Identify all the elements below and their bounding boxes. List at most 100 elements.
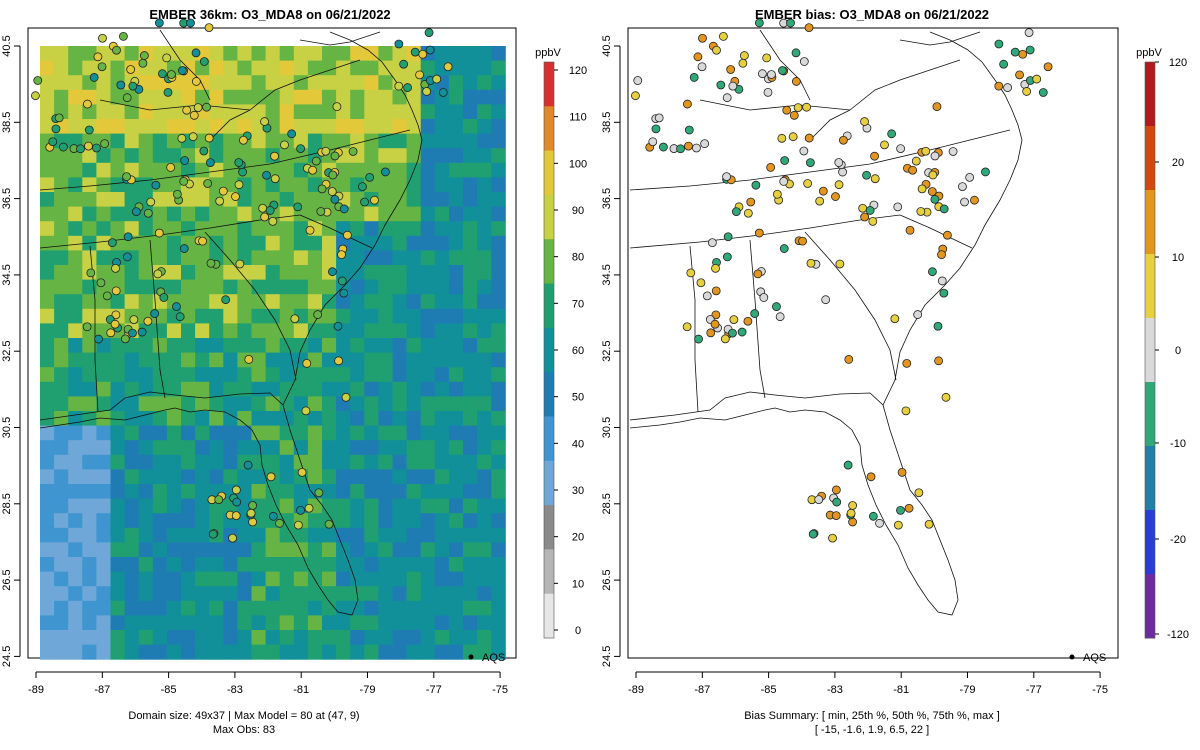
station-marker <box>425 45 435 55</box>
station-marker <box>799 57 809 66</box>
station-marker <box>432 74 442 84</box>
station-marker <box>831 511 841 521</box>
station-marker <box>843 460 853 470</box>
station-marker <box>84 141 93 151</box>
station-marker <box>120 334 130 344</box>
station-marker <box>266 472 276 482</box>
station-marker <box>818 186 828 196</box>
x-tick-label: -85 <box>761 684 777 696</box>
station-marker <box>896 505 905 515</box>
station-marker <box>1018 49 1028 59</box>
station-marker <box>175 312 185 322</box>
x-tick-label: -81 <box>293 684 309 696</box>
station-marker <box>870 174 880 184</box>
station-marker <box>410 47 420 57</box>
station-marker <box>341 392 351 402</box>
model-colorbar-tick-label: 110 <box>569 112 587 124</box>
model-colorbar-tick-label: 30 <box>572 485 584 497</box>
station-marker <box>313 310 323 319</box>
station-marker <box>791 77 801 86</box>
station-marker <box>868 216 878 226</box>
model-colorbar-tick-label: 50 <box>572 392 584 404</box>
station-marker <box>831 192 840 201</box>
bias-map-panel: EMBER bias: O3_MDA8 on 06/21/2022 -89 -87… <box>601 7 1189 736</box>
y-tick-label: 38.5 <box>1 112 13 133</box>
station-marker <box>139 51 149 60</box>
station-marker <box>265 206 275 215</box>
station-marker <box>802 102 811 112</box>
station-marker <box>729 315 739 325</box>
station-marker <box>697 62 707 72</box>
x-tick-label: -75 <box>1092 684 1108 696</box>
station-marker <box>131 207 141 217</box>
station-marker <box>1022 87 1032 96</box>
station-marker <box>308 165 318 175</box>
bias-station-markers <box>631 18 1053 543</box>
station-marker <box>358 182 367 192</box>
station-marker <box>98 33 107 43</box>
station-marker <box>221 295 231 305</box>
station-marker <box>868 511 878 521</box>
y-tick-label: 26.5 <box>1 569 13 590</box>
y-tick-label: 24.5 <box>1 646 13 667</box>
y-tick-label: 32.5 <box>1 340 13 361</box>
station-marker <box>999 59 1009 69</box>
station-marker <box>304 503 314 513</box>
station-marker <box>702 291 712 301</box>
station-marker <box>905 225 915 235</box>
station-marker <box>239 135 248 145</box>
station-marker <box>1003 83 1012 92</box>
station-marker <box>930 151 940 161</box>
station-marker <box>712 45 721 55</box>
station-marker <box>143 208 153 218</box>
model-colorbar-swatch <box>544 62 554 107</box>
station-marker <box>186 18 195 28</box>
model-colorbar-swatch <box>544 194 554 240</box>
station-marker <box>332 102 342 112</box>
station-marker <box>728 328 737 338</box>
bias-plot-area <box>627 18 1119 659</box>
station-marker <box>199 146 209 156</box>
bias-state-boundaries <box>629 29 1023 616</box>
station-marker <box>803 179 813 188</box>
station-marker <box>232 497 242 507</box>
station-marker <box>917 184 927 194</box>
station-marker <box>686 268 696 278</box>
station-marker <box>737 327 747 337</box>
station-marker <box>328 170 338 180</box>
station-marker <box>933 321 943 331</box>
station-marker <box>937 250 946 260</box>
station-marker <box>723 232 733 242</box>
station-marker <box>100 139 110 149</box>
station-marker <box>218 186 228 196</box>
station-marker <box>180 156 190 165</box>
station-marker <box>839 135 848 145</box>
station-marker <box>172 189 182 199</box>
station-marker <box>862 170 871 180</box>
station-marker <box>902 359 912 368</box>
station-marker <box>333 321 343 331</box>
station-marker <box>189 110 199 120</box>
y-tick-label: 28.5 <box>1 493 13 514</box>
station-marker <box>143 316 153 326</box>
station-marker <box>939 288 949 298</box>
station-marker <box>146 197 156 207</box>
station-marker <box>726 65 736 74</box>
station-marker <box>720 334 730 344</box>
y-tick-label: 30.5 <box>601 417 613 438</box>
station-marker <box>710 319 720 329</box>
bias-colorbar-tick-label: -20 <box>1170 534 1186 546</box>
station-marker <box>791 48 801 58</box>
station-marker <box>157 69 167 79</box>
model-colorbar-swatch <box>544 460 554 506</box>
station-marker <box>418 49 428 59</box>
model-colorbar-swatch <box>544 372 554 417</box>
station-marker <box>692 143 701 153</box>
station-marker <box>129 315 139 325</box>
station-marker <box>848 501 858 510</box>
bias-aqs-legend: AQS <box>1069 652 1106 664</box>
station-marker <box>199 57 209 66</box>
station-marker <box>275 518 284 528</box>
station-marker <box>179 177 189 186</box>
station-marker <box>179 244 189 253</box>
